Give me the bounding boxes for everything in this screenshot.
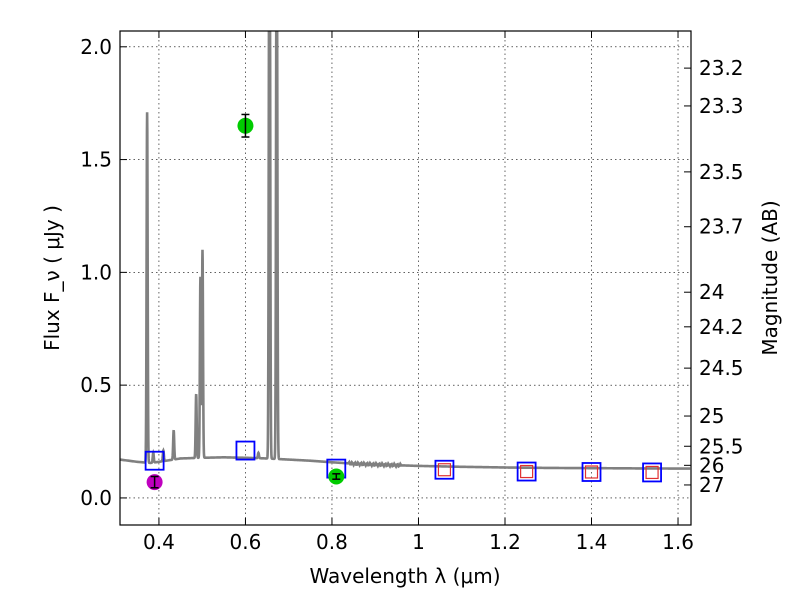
model-photometry-square [642, 462, 662, 483]
right-y-tick-label: 27 [699, 473, 724, 497]
photometry-layer [144, 113, 662, 491]
right-y-axis-label: Magnitude (AB) [758, 200, 782, 355]
observed-limit-square [584, 465, 599, 479]
model-photometry-square [144, 450, 165, 471]
x-tick-label: 1.4 [576, 530, 608, 554]
y-tick-label: 0.5 [80, 373, 112, 397]
y-tick-label: 0.0 [80, 486, 112, 510]
y-tick-label: 1.0 [80, 260, 112, 284]
right-y-tick-label: 25.5 [699, 434, 744, 458]
observed-limit-square [437, 463, 452, 477]
x-tick-label: 0.8 [316, 530, 348, 554]
x-tick-label: 1.6 [662, 530, 694, 554]
model-photometry-square [434, 459, 455, 480]
model-photometry-square [516, 461, 537, 482]
spectrum-line [120, 31, 691, 470]
x-tick-label: 1 [412, 530, 425, 554]
spectrum-layer [120, 31, 691, 470]
axis-ticks: 0.4 0.6 0.8 1 1.2 1.4 1.6 0.0 0.5 1.0 1.5 2.0 23.2 23… [80, 31, 744, 554]
model-photometry-square [235, 440, 256, 461]
right-y-tick-label: 23.5 [699, 160, 744, 184]
y-axis-label: Flux F_ν ( μJy ) [40, 205, 64, 351]
grid-lines [120, 31, 691, 525]
observed-limit-square [645, 465, 659, 480]
y-tick-label: 2.0 [80, 35, 112, 59]
right-y-tick-label: 24.5 [699, 356, 744, 380]
x-tick-label: 0.4 [143, 530, 175, 554]
right-y-tick-label: 23.3 [699, 94, 744, 118]
right-y-tick-label: 25 [699, 404, 724, 428]
x-axis-label: Wavelength λ (μm) [309, 564, 500, 588]
right-y-tick-label: 24 [699, 280, 724, 304]
y-tick-label: 1.5 [80, 148, 112, 172]
x-tick-label: 1.2 [489, 530, 521, 554]
model-photometry-square [581, 462, 602, 482]
plot-frame [119, 30, 692, 526]
right-y-tick-label: 26 [699, 453, 724, 477]
right-y-tick-label: 23.7 [699, 215, 744, 239]
right-y-tick-label: 24.2 [699, 315, 744, 339]
x-tick-label: 0.6 [230, 530, 262, 554]
right-y-tick-label: 23.2 [699, 56, 744, 80]
observed-limit-square [520, 464, 534, 479]
